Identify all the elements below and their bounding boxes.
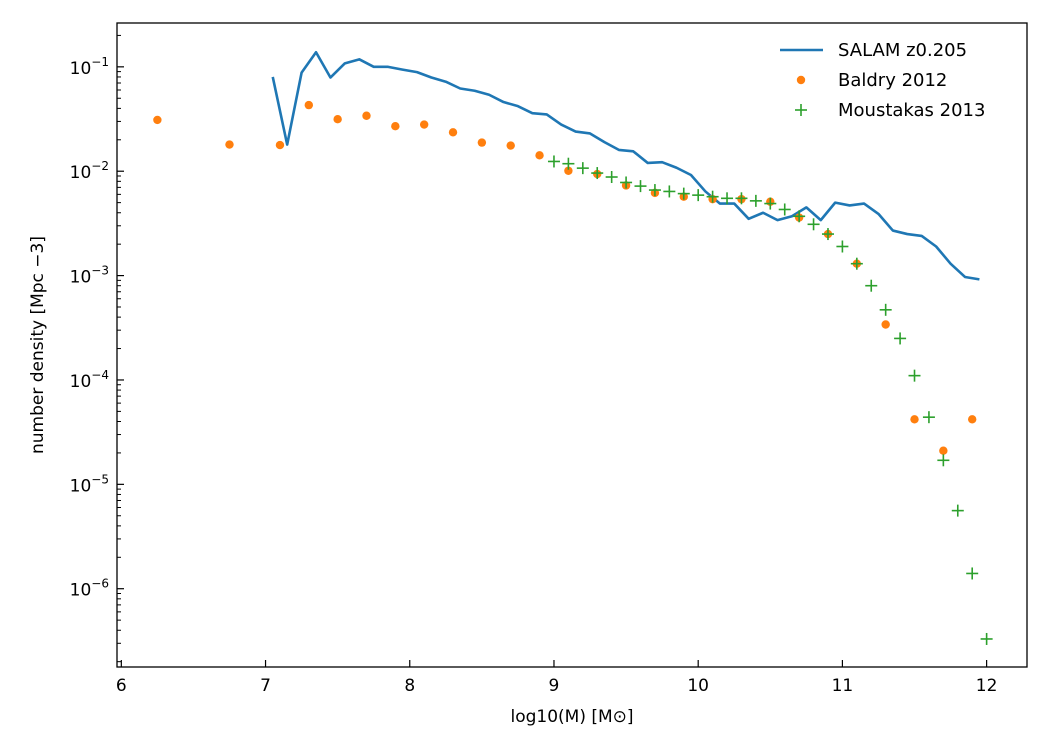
y-tick-label: 10−3 — [70, 264, 109, 288]
data-point-moustakas — [605, 171, 618, 184]
data-point-moustakas — [836, 240, 849, 253]
data-point-moustakas — [562, 157, 575, 170]
data-point-moustakas — [749, 194, 762, 207]
x-axis-label: log10(M) [M⊙] — [510, 707, 633, 727]
data-point-baldry — [881, 320, 890, 329]
data-point-moustakas — [663, 185, 676, 198]
series-line-salam — [271, 50, 980, 281]
y-tick-label: 10−5 — [70, 472, 109, 496]
data-point-moustakas — [980, 632, 993, 645]
x-tick-label: 6 — [116, 676, 127, 696]
data-point-baldry — [535, 151, 544, 160]
data-point-moustakas — [778, 203, 791, 216]
data-point-moustakas — [735, 192, 748, 205]
plot-frame — [116, 22, 1028, 668]
x-tick-label: 11 — [832, 676, 854, 696]
data-point-moustakas — [807, 218, 820, 231]
data-point-baldry — [477, 138, 487, 147]
y-axis-label: number density [Mpc −3] — [28, 236, 48, 454]
data-point-moustakas — [821, 228, 834, 241]
y-tick-label: 10−1 — [70, 55, 109, 79]
x-tick-label: 7 — [260, 676, 271, 696]
data-point-moustakas — [908, 369, 921, 382]
legend-entry: SALAM z0.205 — [780, 40, 967, 61]
data-point-baldry — [304, 100, 314, 110]
legend-label: Baldry 2012 — [838, 70, 947, 91]
data-point-baldry — [333, 115, 342, 124]
plot-area — [153, 50, 993, 645]
data-point-baldry — [910, 415, 919, 424]
data-point-moustakas — [951, 504, 964, 517]
y-tick-label: 10−4 — [70, 368, 109, 392]
data-point-moustakas — [894, 332, 907, 345]
data-point-moustakas — [793, 210, 806, 223]
data-point-baldry — [391, 121, 400, 131]
data-point-moustakas — [922, 411, 935, 424]
data-point-moustakas — [634, 180, 647, 193]
data-point-moustakas — [879, 303, 892, 316]
axes: 6 7 8 9 10 11 12 10−1 10−2 10−3 10−4 10−5 10−6 — [70, 22, 1028, 696]
data-point-baldry — [939, 446, 948, 455]
data-point-moustakas — [966, 567, 979, 580]
legend-entry: Moustakas 2013 — [795, 100, 985, 121]
data-point-baldry — [564, 166, 573, 175]
data-point-moustakas — [576, 162, 589, 175]
data-point-baldry — [967, 415, 977, 424]
x-tick-label: 8 — [404, 676, 415, 696]
data-point-moustakas — [692, 189, 705, 202]
data-layer — [153, 50, 993, 645]
data-point-moustakas — [620, 176, 633, 189]
data-point-moustakas — [677, 187, 690, 200]
data-point-moustakas — [850, 257, 863, 270]
data-point-baldry — [153, 115, 162, 125]
data-point-moustakas — [764, 197, 777, 210]
data-point-moustakas — [591, 167, 604, 180]
legend: SALAM z0.205 Baldry 2012 Moustakas 2013 — [780, 40, 985, 121]
data-point-moustakas — [547, 155, 560, 168]
data-point-moustakas — [721, 192, 734, 205]
data-point-baldry — [362, 111, 371, 120]
x-tick-label: 10 — [687, 676, 709, 696]
x-tick-label: 9 — [549, 676, 560, 696]
data-point-baldry — [419, 120, 429, 129]
y-tick-label: 10−2 — [70, 159, 109, 183]
data-point-moustakas — [865, 279, 878, 292]
data-point-baldry — [506, 141, 515, 150]
data-point-baldry — [225, 140, 234, 149]
data-point-moustakas — [706, 190, 719, 203]
legend-label: Moustakas 2013 — [838, 100, 985, 121]
legend-swatch-dot — [796, 75, 806, 85]
y-tick-label: 10−6 — [70, 577, 109, 601]
data-point-moustakas — [937, 454, 950, 467]
data-point-baldry — [275, 140, 285, 150]
data-point-moustakas — [648, 184, 661, 197]
data-point-baldry — [448, 128, 458, 137]
x-tick-label: 12 — [976, 676, 998, 696]
legend-label: SALAM z0.205 — [838, 40, 967, 61]
legend-entry: Baldry 2012 — [796, 70, 947, 91]
